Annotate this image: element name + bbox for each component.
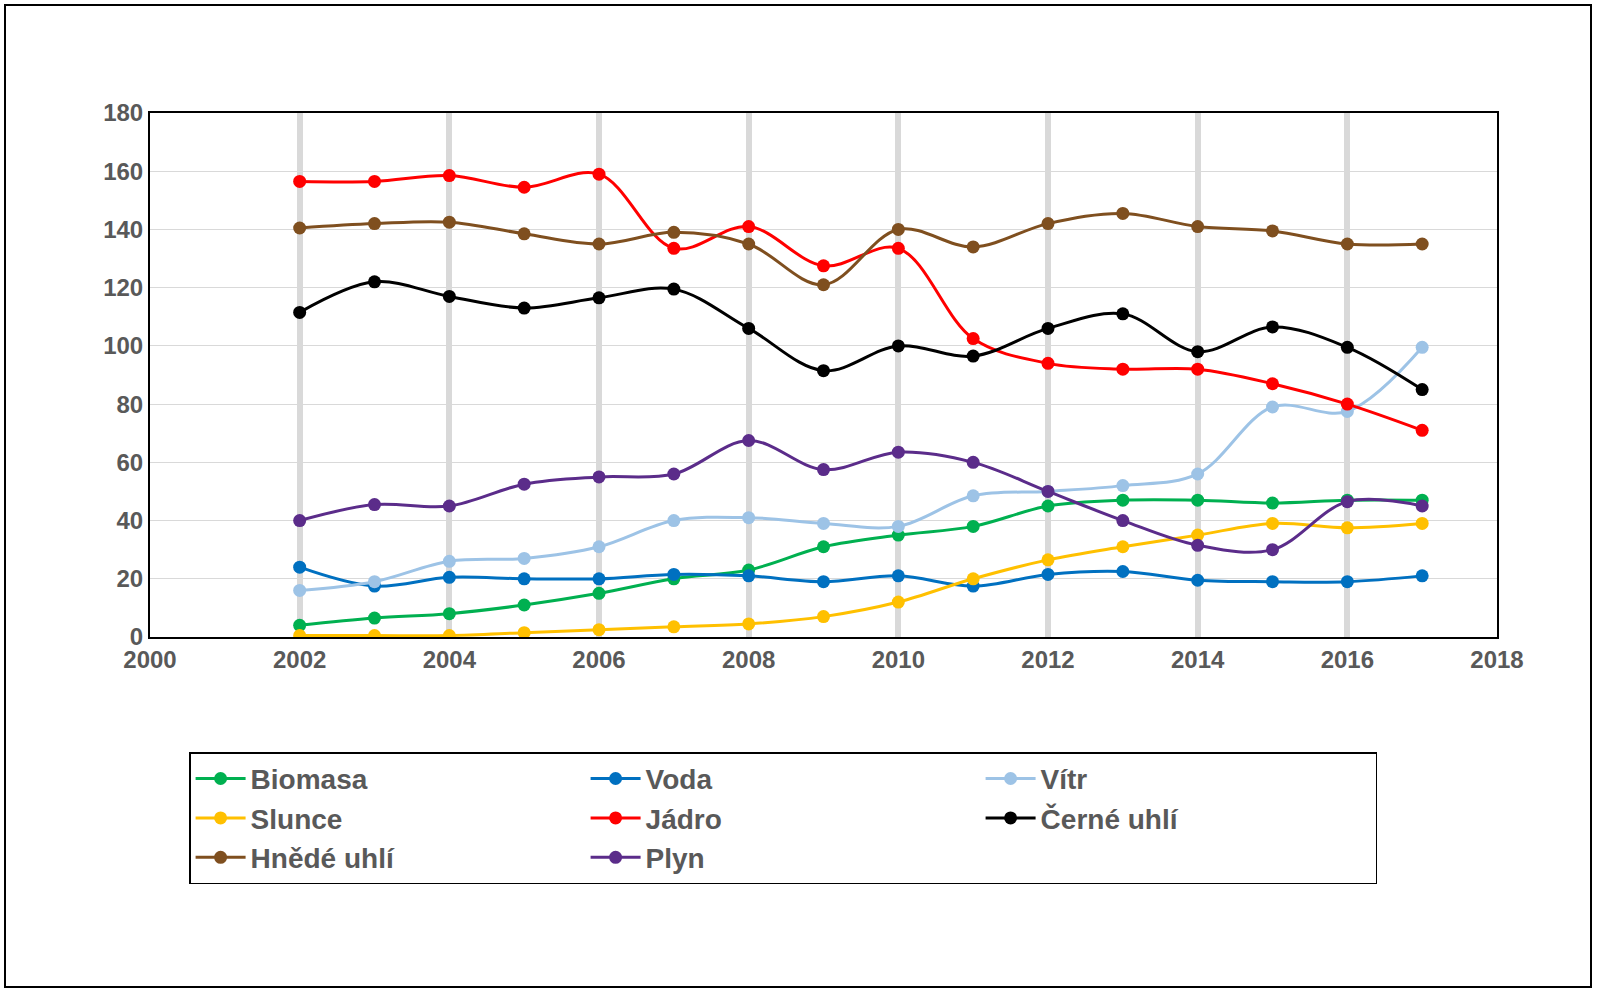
svg-text:2000: 2000: [123, 646, 176, 673]
svg-text:2002: 2002: [273, 646, 326, 673]
svg-text:2006: 2006: [572, 646, 625, 673]
svg-text:Vítr: Vítr: [1041, 764, 1088, 795]
svg-text:40: 40: [116, 507, 143, 534]
svg-text:2012: 2012: [1021, 646, 1074, 673]
svg-text:2018: 2018: [1470, 646, 1523, 673]
svg-text:Hnědé uhlí: Hnědé uhlí: [251, 843, 395, 874]
svg-text:2016: 2016: [1321, 646, 1374, 673]
svg-text:2010: 2010: [872, 646, 925, 673]
svg-text:Slunce: Slunce: [251, 804, 343, 835]
svg-text:20: 20: [116, 565, 143, 592]
svg-text:Černé uhlí: Černé uhlí: [1041, 803, 1179, 835]
svg-text:180: 180: [103, 99, 143, 126]
svg-text:80: 80: [116, 391, 143, 418]
svg-text:Voda: Voda: [646, 764, 713, 795]
svg-text:Plyn: Plyn: [646, 843, 705, 874]
svg-text:120: 120: [103, 274, 143, 301]
svg-text:0: 0: [130, 623, 143, 650]
svg-text:2008: 2008: [722, 646, 775, 673]
svg-text:100: 100: [103, 332, 143, 359]
svg-text:60: 60: [116, 449, 143, 476]
svg-text:2004: 2004: [423, 646, 477, 673]
svg-text:2014: 2014: [1171, 646, 1225, 673]
svg-text:160: 160: [103, 158, 143, 185]
svg-text:Jádro: Jádro: [646, 804, 722, 835]
svg-text:140: 140: [103, 216, 143, 243]
svg-text:Biomasa: Biomasa: [251, 764, 368, 795]
